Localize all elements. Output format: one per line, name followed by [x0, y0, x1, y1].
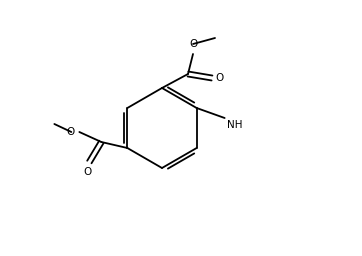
Text: O: O [66, 127, 74, 137]
Text: O: O [189, 39, 197, 49]
Text: NH: NH [227, 120, 242, 130]
Text: O: O [215, 73, 223, 83]
Text: O: O [83, 167, 92, 177]
